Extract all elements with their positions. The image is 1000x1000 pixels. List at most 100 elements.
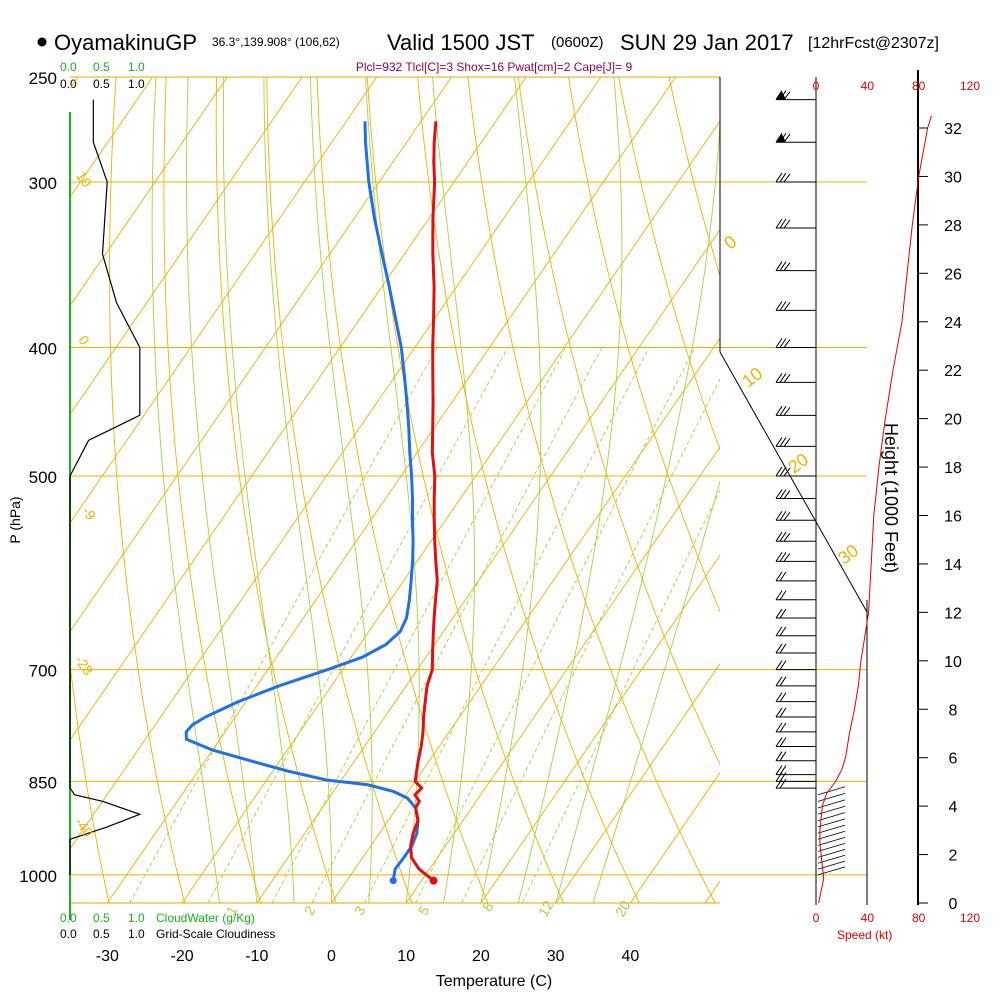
mixing-ratio-label: 12 xyxy=(535,898,557,920)
isotherm-line xyxy=(480,554,720,903)
dry-adiabat-line xyxy=(163,77,261,903)
wind-barb-feather xyxy=(779,692,787,702)
wind-barb xyxy=(817,837,846,846)
wind-barb-feather xyxy=(783,438,791,447)
wind-barb-feather xyxy=(775,571,783,582)
temperature-axis-title: Temperature (C) xyxy=(436,973,552,990)
height-tick-label: 26 xyxy=(944,266,962,283)
pressure-tick-label: 250 xyxy=(29,69,57,88)
grid-tick-bottom-2: 1.0 xyxy=(128,927,145,941)
moist-adiabat-line xyxy=(309,77,373,903)
wind-barb-feather xyxy=(775,590,783,601)
wind-barb-feather xyxy=(775,437,783,447)
cloud-tick-bottom-0: 0.0 xyxy=(60,911,77,925)
height-tick-label: 30 xyxy=(944,169,962,186)
isotherm-line xyxy=(70,77,303,416)
temperature-tick-label: -20 xyxy=(171,948,194,965)
height-tick-label: 6 xyxy=(949,751,958,768)
mixing-ratio-label: 20 xyxy=(612,898,634,920)
sounding-profiles xyxy=(184,121,439,885)
speed-axis-title: Speed (kt) xyxy=(837,928,892,942)
wind-barb-feather xyxy=(779,626,787,637)
wind-barb-feather xyxy=(779,218,787,229)
isotherm-line xyxy=(405,446,720,903)
isotherm-line xyxy=(70,77,452,633)
wind-barb-feather xyxy=(775,751,783,761)
pressure-tick-label: 700 xyxy=(29,662,57,681)
wind-barb-feather xyxy=(779,737,787,747)
cloud-tick-bottom-2: 1.0 xyxy=(128,911,145,925)
wind-barb-feather xyxy=(779,172,787,183)
height-axis-title: Height (1000 Feet) xyxy=(881,423,901,573)
dry-adiabat-line xyxy=(366,77,565,903)
height-tick-label: 8 xyxy=(949,702,958,719)
isotherm-line xyxy=(70,77,602,850)
wind-barb-feather xyxy=(775,218,783,229)
pressure-axis-title: P (hPa) xyxy=(7,496,23,543)
speed-tick-bottom: 80 xyxy=(912,911,926,925)
wind-barb-feather xyxy=(779,765,787,775)
wind-barb-feather xyxy=(783,374,791,383)
speed-panel: 0040408080120120024681012141618202224262… xyxy=(719,70,980,925)
dry-adiabat-line xyxy=(70,659,110,903)
grid-tick-bottom-0: 0.0 xyxy=(60,927,77,941)
grid-tick-top-2: 1.0 xyxy=(128,77,145,91)
height-tick-label: 4 xyxy=(949,799,958,816)
wind-barb-feather xyxy=(779,590,787,601)
speed-tick-top: 0 xyxy=(813,79,820,93)
speed-tick-bottom: 0 xyxy=(813,911,820,925)
isotherm-line xyxy=(70,77,228,307)
grid-tick-bottom-1: 0.5 xyxy=(93,927,110,941)
pressure-tick-label: 400 xyxy=(29,340,57,359)
wind-barb-feather xyxy=(779,608,787,619)
speed-tick-top: 80 xyxy=(912,79,926,93)
cloud-water-line xyxy=(69,99,142,875)
isotherm-line xyxy=(70,77,378,524)
wind-barb-feather xyxy=(775,765,783,775)
wind-barb-feather xyxy=(775,261,783,271)
wind-barb-feather xyxy=(779,406,787,416)
wind-barb-flag xyxy=(776,91,786,100)
moist-adiabat-line xyxy=(151,77,220,903)
wind-barb-feather xyxy=(775,531,783,542)
dry-adiabat-line xyxy=(971,77,1000,903)
wind-barb xyxy=(817,824,846,834)
speed-tick-bottom: 40 xyxy=(861,911,875,925)
wind-speed-line xyxy=(818,115,932,904)
isotherm-label: 10 xyxy=(738,363,766,391)
wind-barb-feather xyxy=(775,552,783,562)
wind-barb-feather xyxy=(775,643,783,654)
temperature-tick-label: -10 xyxy=(245,948,268,965)
adiabat-label: 0 xyxy=(75,332,93,348)
wind-barb-feather xyxy=(775,90,783,100)
wind-barb xyxy=(817,818,846,828)
valid-date: SUN 29 Jan 2017 xyxy=(620,30,794,55)
moist-adiabat-line xyxy=(263,77,333,903)
adiabat-label: -40 xyxy=(72,814,97,840)
speed-tick-top: 40 xyxy=(861,79,875,93)
wind-barb-feather xyxy=(779,751,787,761)
adiabat-label: -9 xyxy=(79,503,99,523)
temperature-tick-label: 20 xyxy=(472,948,490,965)
isotherm-line xyxy=(70,77,153,198)
cloud-legend-bottom: 0.0 0.5 1.0 CloudWater (g/Kg) 0.0 0.5 1.… xyxy=(60,911,275,941)
wind-barb-feather xyxy=(779,437,787,447)
temperature-tick-label: 40 xyxy=(621,948,639,965)
wind-barb-feather xyxy=(779,531,787,542)
wind-barb-feather xyxy=(779,301,787,311)
wind-barb-feather xyxy=(775,489,783,499)
pressure-tick-label: 300 xyxy=(29,174,57,193)
wind-barb-feather xyxy=(783,467,791,477)
wind-barb-feather xyxy=(783,173,791,183)
isotherm-label: 30 xyxy=(834,540,862,568)
wind-barb-feather xyxy=(783,490,791,499)
height-tick-label: 18 xyxy=(944,460,962,477)
mixing-ratio-line xyxy=(129,347,438,903)
isotherm-line xyxy=(555,663,720,903)
wind-barbs xyxy=(775,90,846,876)
wind-barb xyxy=(817,792,846,802)
height-tick-label: 2 xyxy=(949,848,958,865)
height-tick-label: 0 xyxy=(949,896,958,913)
mixing-ratio-line xyxy=(271,347,567,903)
wind-barb-feather xyxy=(779,772,787,782)
